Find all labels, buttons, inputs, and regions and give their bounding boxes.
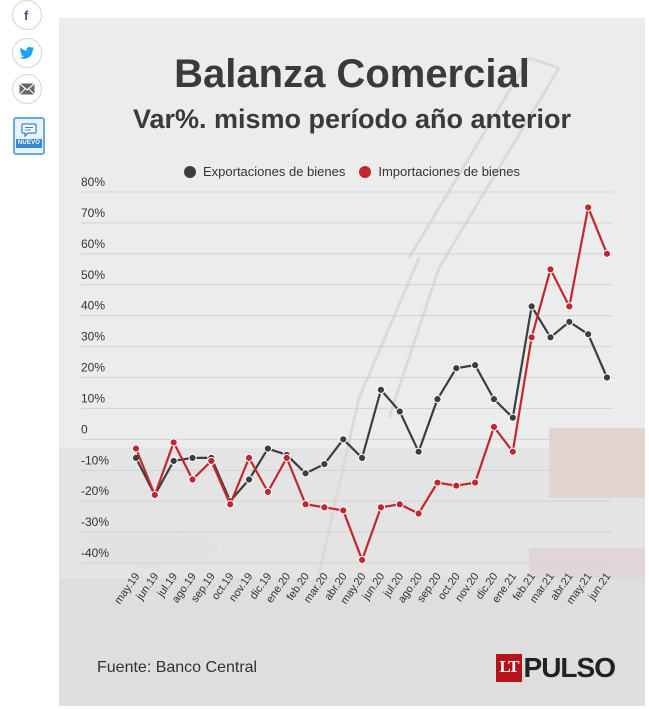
y-axis-labels: 80% 70% 60% 50% 40% 30% 20% 10% 0 -10% -20% -30% -40…: [81, 175, 109, 560]
data-point: [565, 317, 574, 326]
legend-label-importaciones: Importaciones de bienes: [378, 164, 521, 179]
data-point: [339, 506, 348, 515]
data-point: [433, 395, 442, 404]
data-point: [188, 453, 197, 462]
data-point: [282, 453, 291, 462]
new-badge: NUEVO: [15, 139, 43, 148]
data-point: [546, 265, 555, 274]
series-importaciones: [131, 203, 612, 565]
series-line: [135, 305, 609, 503]
data-point: [546, 333, 555, 342]
data-point: [395, 407, 404, 416]
comments-button[interactable]: NUEVO: [13, 117, 45, 155]
data-point: [489, 395, 499, 404]
mail-icon: [19, 83, 35, 95]
logo-lt-mark: LT: [496, 654, 522, 682]
data-point: [150, 490, 159, 500]
y-tick-label: -30%: [81, 515, 109, 529]
legend-marker-exportaciones: [183, 165, 196, 178]
pulso-logo: LT PULSO: [496, 652, 616, 684]
comment-icon: [21, 123, 37, 137]
series-line: [134, 206, 609, 562]
chart-subtitle: Var%. mismo período año anterior: [132, 104, 572, 134]
data-point: [527, 333, 536, 342]
source-note: Fuente: Banco Central: [97, 659, 258, 676]
chart-legend: Exportaciones de bienes Importaciones de…: [59, 164, 645, 179]
data-point: [131, 444, 141, 453]
logo-pulso-text: PULSO: [523, 652, 616, 683]
y-tick-label: 40%: [81, 299, 105, 313]
data-point: [508, 447, 517, 456]
data-point: [357, 453, 367, 462]
y-tick-label: 60%: [81, 237, 105, 251]
chart-series: [131, 203, 612, 565]
svg-text:f: f: [24, 8, 29, 22]
data-point: [414, 447, 423, 456]
grid-lines: [81, 191, 613, 564]
data-point: [376, 503, 386, 512]
data-point: [226, 500, 235, 509]
data-point: [169, 438, 178, 447]
data-point: [471, 361, 480, 370]
series-exportaciones: [131, 302, 612, 506]
data-point: [565, 302, 574, 311]
data-point: [339, 435, 348, 444]
data-point: [584, 203, 593, 212]
data-point: [433, 478, 442, 487]
legend-label-exportaciones: Exportaciones de bienes: [202, 164, 346, 179]
data-point: [452, 364, 461, 373]
data-point: [508, 413, 517, 422]
data-point: [320, 503, 329, 512]
y-tick-label: 30%: [81, 330, 105, 344]
data-point: [263, 444, 272, 453]
twitter-share-button[interactable]: [12, 38, 42, 68]
chart-title: Balanza Comercial: [174, 52, 530, 96]
data-point: [188, 475, 197, 484]
legend-item-importaciones: Importaciones de bienes: [359, 164, 520, 179]
line-chart: 80% 70% 60% 50% 40% 30% 20% 10% 0 -10% -20% -30% -40…: [81, 175, 613, 607]
data-point: [395, 500, 404, 509]
data-point: [452, 481, 461, 490]
y-tick-label: -40%: [81, 546, 109, 560]
y-tick-label: -20%: [81, 484, 109, 498]
facebook-share-button[interactable]: f: [12, 0, 42, 30]
data-point: [244, 475, 254, 484]
y-tick-label: 80%: [81, 175, 105, 189]
data-point: [301, 500, 310, 509]
y-tick-label: 70%: [81, 206, 105, 220]
infographic-card: Balanza Comercial Var%. mismo período añ…: [59, 18, 645, 706]
data-point: [263, 487, 272, 496]
legend-item-exportaciones: Exportaciones de bienes: [183, 164, 346, 179]
twitter-icon: [19, 46, 34, 59]
data-point: [244, 453, 254, 462]
x-axis-labels: may.19jun.19jul.19ago.19sep.19oct.19nov.…: [112, 571, 613, 607]
facebook-icon: f: [24, 8, 29, 22]
data-point: [357, 555, 367, 565]
y-tick-label: 0: [81, 422, 88, 436]
legend-marker-importaciones: [359, 165, 372, 178]
data-point: [489, 422, 499, 432]
data-point: [602, 373, 612, 382]
y-tick-label: 50%: [81, 268, 105, 282]
y-tick-label: -10%: [81, 453, 109, 467]
data-point: [169, 456, 178, 466]
data-point: [207, 456, 216, 466]
y-tick-label: 20%: [81, 361, 105, 375]
data-point: [414, 509, 423, 518]
data-point: [527, 302, 536, 311]
data-point: [471, 478, 480, 487]
data-point: [301, 469, 310, 478]
data-point: [602, 249, 612, 258]
data-point: [320, 459, 329, 469]
data-point: [376, 385, 386, 394]
y-tick-label: 10%: [81, 391, 105, 405]
email-share-button[interactable]: [12, 74, 42, 104]
data-point: [584, 330, 593, 339]
